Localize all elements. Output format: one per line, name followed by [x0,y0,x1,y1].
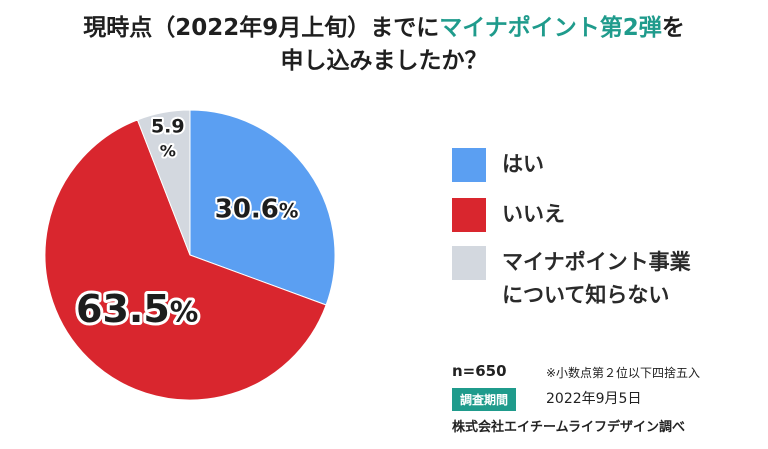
title-text-post: を [661,15,685,41]
pie-labels: 30.6% 63.5% 5.9% [73,114,300,334]
legend-swatch-unknown [452,246,486,280]
pie-slice-yes [189,109,336,306]
legend-label-unknown: マイナポイント事業 について知らない [502,250,691,307]
survey-period-date: 2022年9月5日 [546,391,642,407]
pie-label-no: 63.5% [76,287,198,331]
pie-slices [44,109,336,401]
title-text-pre: 現時点（2022年9月上旬）までに [83,15,440,41]
legend-swatch-no [452,198,486,232]
title-line-2: 申し込みましたか？ [280,48,488,74]
title-text-accent: マイナポイント第2弾 [439,15,662,41]
sample-size: n=650 [452,362,507,380]
survey-period-tag: 調査期間 [452,388,517,411]
title-line-1: 現時点（2022年9月上旬）までにマイナポイント第2弾を [0,12,768,45]
legend-item-yes: はい [452,148,544,182]
legend-label-no: いいえ [502,202,565,226]
survey-credit: 株式会社エイチームライフデザイン調べ [452,420,685,435]
pie-label-unknown: 5.9% [151,116,185,161]
pie-chart: 30.6% 63.5% 5.9% [44,109,336,401]
chart-title: 現時点（2022年9月上旬）までにマイナポイント第2弾を 申し込みましたか？ [0,12,768,78]
pie-slice-no [44,119,327,401]
legend-item-unknown: マイナポイント事業 について知らない [452,246,691,312]
legend-swatch-yes [452,148,486,182]
pie-label-yes: 30.6% [215,195,299,225]
legend-item-no: いいえ [452,198,565,232]
legend-label-yes: はい [502,152,544,176]
pie-slice-unknown [136,109,191,256]
rounding-note: ※小数点第２位以下四捨五入 [546,366,701,380]
